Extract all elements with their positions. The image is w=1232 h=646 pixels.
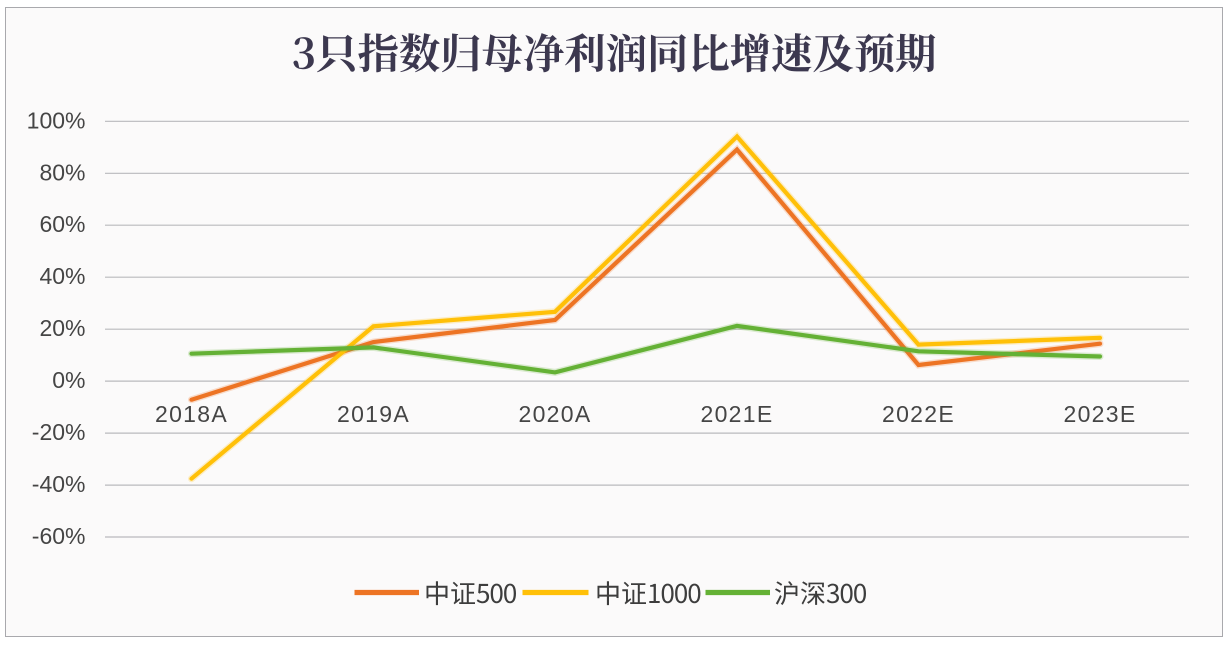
svg-text:-40%: -40% — [32, 471, 86, 497]
svg-text:100%: 100% — [27, 107, 86, 133]
svg-text:2022E: 2022E — [882, 401, 955, 427]
svg-text:2021E: 2021E — [700, 401, 773, 427]
svg-text:2020A: 2020A — [518, 401, 591, 427]
svg-text:20%: 20% — [39, 315, 85, 341]
svg-text:2019A: 2019A — [337, 401, 410, 427]
svg-text:2023E: 2023E — [1063, 401, 1136, 427]
svg-text:-20%: -20% — [32, 419, 86, 445]
svg-text:80%: 80% — [39, 159, 85, 185]
svg-text:60%: 60% — [39, 211, 85, 237]
svg-text:-60%: -60% — [32, 523, 86, 549]
svg-text:40%: 40% — [39, 263, 85, 289]
svg-text:0%: 0% — [52, 367, 85, 393]
svg-text:2018A: 2018A — [155, 401, 228, 427]
